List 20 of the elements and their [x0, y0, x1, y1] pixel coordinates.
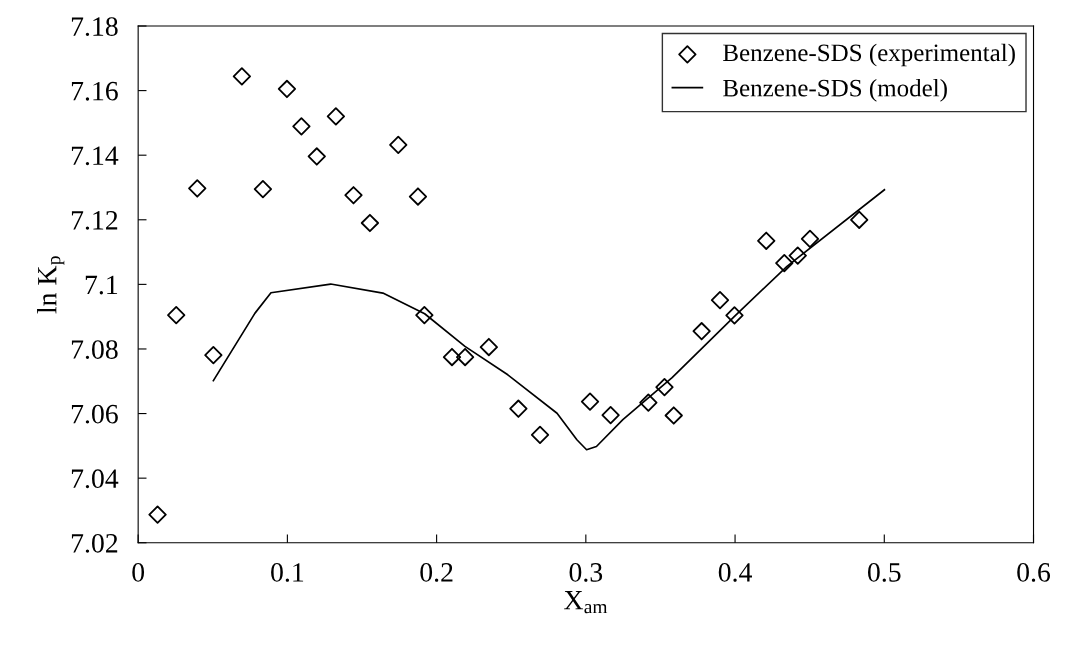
- x-tick-label: 0.3: [569, 563, 603, 582]
- y-tick-label: 7.14: [71, 146, 119, 166]
- y-tick-label: 7.12: [71, 211, 118, 230]
- x-tick-label: 0.6: [1017, 563, 1051, 582]
- x-axis-title: X$_{am}$: [564, 591, 608, 614]
- x-tick-label: 0.1: [271, 563, 304, 582]
- y-tick-label: 7.04: [71, 469, 119, 489]
- y-tick-label: 7.18: [71, 17, 118, 37]
- x-tick-label: 0.5: [867, 563, 901, 582]
- legend-label: Benzene-SDS (model): [723, 78, 947, 102]
- x-tick-label: 0.2: [420, 563, 453, 582]
- y-tick-label: 7.06: [71, 404, 118, 424]
- legend-label: Benzene-SDS (experimental): [723, 43, 1015, 67]
- x-tick-label: 0.4: [718, 563, 752, 582]
- y-tick-label: 7.16: [71, 81, 118, 101]
- y-axis-title: ln K$_{p}$: [37, 256, 65, 314]
- x-tick-label: 0: [132, 563, 145, 582]
- y-tick-label: 7.02: [71, 533, 118, 553]
- y-tick-label: 7.08: [71, 340, 118, 359]
- y-tick-label: 7.1: [85, 275, 118, 295]
